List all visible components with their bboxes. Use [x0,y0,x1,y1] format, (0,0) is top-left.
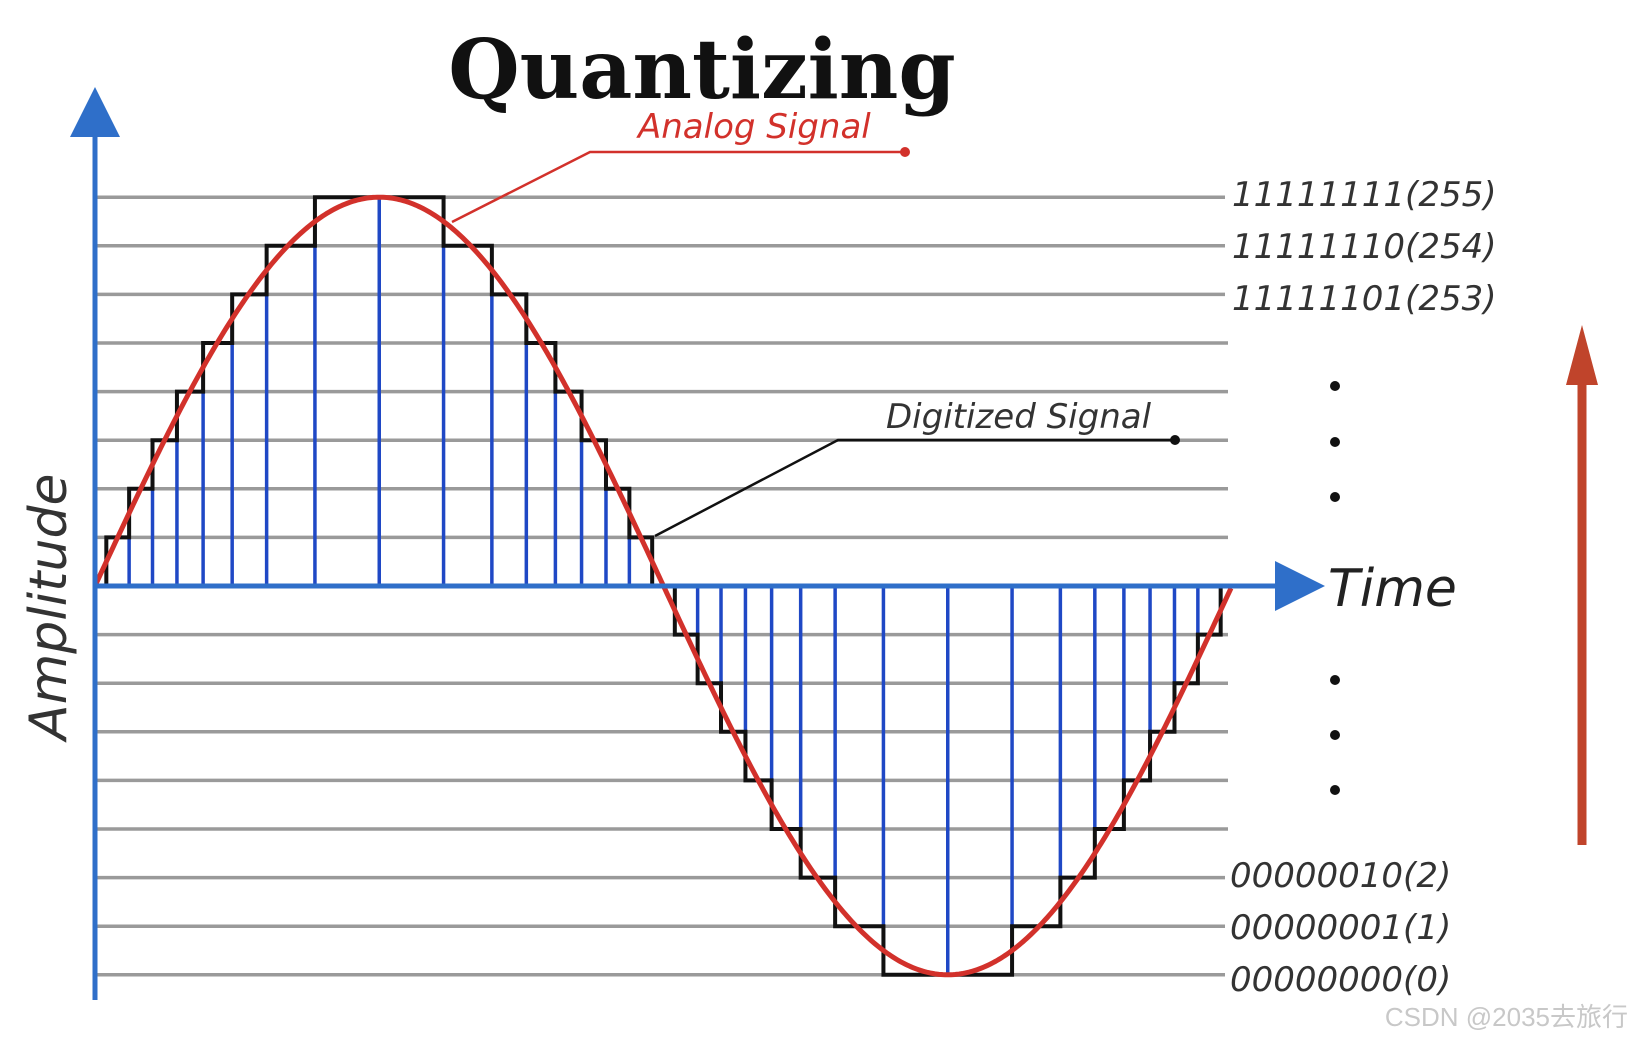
digitized-callout-dot [1170,435,1180,445]
level-code-253: 11111101(253) [1232,279,1496,319]
digitized-signal-label: Digitized Signal [886,397,1152,437]
quantization-level-lines [95,195,1228,977]
sample-lines [104,197,1223,975]
level-code-255: 11111111(255) [1232,175,1496,215]
level-code-2: 00000010(2) [1230,856,1451,896]
y-axis-label: Amplitude [19,474,79,743]
analog-callout-dot [900,147,910,157]
watermark: CSDN @2035去旅行 [1385,1002,1628,1032]
arrow-up-icon [1566,325,1598,845]
level-code-1: 00000001(1) [1230,908,1451,948]
analog-callout-line [451,150,905,224]
digitized-callout-line [654,438,1175,538]
analog-signal-label: Analog Signal [636,107,871,147]
level-code-254: 11111110(254) [1232,227,1496,267]
diagram-title: Quantizing [448,22,956,118]
ellipsis-vertical-icon [1330,381,1340,502]
x-axis-label: Time [1328,559,1457,619]
level-code-0: 00000000(0) [1230,960,1451,1000]
ellipsis-vertical-icon [1330,675,1340,795]
